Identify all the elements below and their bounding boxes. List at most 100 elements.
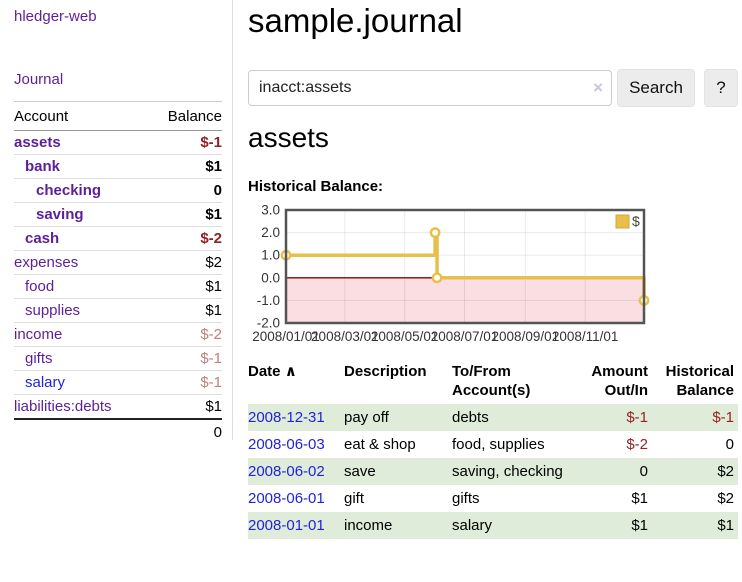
account-balance: $1 <box>147 298 222 323</box>
transaction-historical-balance: $-1 <box>712 409 734 426</box>
account-balance: $1 <box>147 202 222 227</box>
svg-text:-2.0: -2.0 <box>257 316 280 331</box>
register-table: Date ∧ Description To/From Account(s) Am… <box>248 360 738 539</box>
account-balance: $-1 <box>147 130 222 155</box>
accounts-total-row: 0 <box>14 418 222 444</box>
account-link[interactable]: cash <box>25 230 60 247</box>
register-header-historical: Historical Balance <box>665 363 734 399</box>
svg-text:1.0: 1.0 <box>261 248 280 263</box>
search-bar: × Search ? <box>248 69 742 107</box>
svg-text:2008/05/01: 2008/05/01 <box>371 329 439 344</box>
account-heading: assets <box>248 122 329 153</box>
account-row: gifts $-1 <box>14 346 222 371</box>
register-row: 2008-12-31 pay off debts $-1 $-1 <box>248 404 738 431</box>
register-header-amount: Amount Out/In <box>591 363 648 399</box>
account-link[interactable]: food <box>25 278 55 295</box>
register-row: 2008-06-02 save saving, checking 0 $2 <box>248 458 738 485</box>
account-link[interactable]: bank <box>25 158 61 175</box>
main-content: sample.journal × Search ? assets Histori… <box>248 0 742 539</box>
account-balance: 0 <box>147 178 222 203</box>
register-row: 2008-01-01 income salary $1 $1 <box>248 512 738 539</box>
transaction-description: save <box>344 463 376 480</box>
account-link[interactable]: gifts <box>25 350 53 367</box>
account-link[interactable]: checking <box>36 182 102 199</box>
sort-ascending-icon: ∧ <box>284 363 297 380</box>
transaction-amount: 0 <box>639 463 648 480</box>
account-row: bank $1 <box>14 154 222 179</box>
transaction-date-link[interactable]: 2008-06-01 <box>248 490 325 507</box>
account-balance: $-2 <box>147 322 222 347</box>
account-row: food $1 <box>14 274 222 299</box>
sidebar: hledger-web Journal Account Balance asse… <box>0 0 233 444</box>
svg-text:-1.0: -1.0 <box>257 293 280 308</box>
transaction-accounts: food, supplies <box>452 436 545 453</box>
account-balance: $1 <box>147 274 222 299</box>
transaction-description: pay off <box>344 409 389 426</box>
account-row: cash $-2 <box>14 226 222 251</box>
page-title: sample.journal <box>248 2 463 39</box>
transaction-accounts: gifts <box>452 490 480 507</box>
accounts-header-balance: Balance <box>147 101 222 131</box>
svg-text:0.0: 0.0 <box>261 270 280 285</box>
transaction-historical-balance: 0 <box>725 436 734 453</box>
account-link[interactable]: assets <box>14 134 61 151</box>
transaction-accounts: salary <box>452 517 493 534</box>
accounts-total-value: 0 <box>147 418 222 444</box>
register-row: 2008-06-01 gift gifts $1 $2 <box>248 485 738 512</box>
search-input[interactable] <box>248 70 612 106</box>
clear-search-icon[interactable]: × <box>593 78 603 97</box>
account-balance: $-1 <box>147 346 222 371</box>
account-link[interactable]: supplies <box>25 302 81 319</box>
transaction-description: eat & shop <box>344 436 416 453</box>
brand-link[interactable]: hledger-web <box>14 8 97 25</box>
register-header-row: Date ∧ Description To/From Account(s) Am… <box>248 360 738 404</box>
transaction-historical-balance: $2 <box>717 463 734 480</box>
transaction-accounts: saving, checking <box>452 463 563 480</box>
transaction-amount: $1 <box>631 517 648 534</box>
svg-text:3.0: 3.0 <box>261 203 280 218</box>
svg-text:2.0: 2.0 <box>261 225 280 240</box>
account-row: liabilities:debts $1 <box>14 394 222 420</box>
accounts-table: Account Balance assets $-1 bank $1 checking 0… <box>14 101 222 444</box>
transaction-date-link[interactable]: 2008-01-01 <box>248 517 325 534</box>
chart-title: Historical Balance: <box>248 178 384 195</box>
account-row: supplies $1 <box>14 298 222 323</box>
account-row: assets $-1 <box>14 130 222 155</box>
account-row: saving $1 <box>14 202 222 227</box>
account-link[interactable]: expenses <box>14 254 79 271</box>
account-row: salary $-1 <box>14 370 222 395</box>
account-row: checking 0 <box>14 178 222 203</box>
account-balance: $-1 <box>147 370 222 395</box>
account-link[interactable]: liabilities:debts <box>14 398 112 415</box>
register-row: 2008-06-03 eat & shop food, supplies $-2 0 <box>248 431 738 458</box>
svg-text:2008/03/01: 2008/03/01 <box>311 329 379 344</box>
account-balance: $-2 <box>147 226 222 251</box>
transaction-historical-balance: $1 <box>717 517 734 534</box>
account-link[interactable]: salary <box>25 374 66 391</box>
account-balance: $1 <box>147 154 222 179</box>
transaction-amount: $1 <box>631 490 648 507</box>
svg-text:2008/01/01: 2008/01/01 <box>252 329 320 344</box>
transaction-description: gift <box>344 490 365 507</box>
historical-balance-chart: 3.0 2.0 1.0 0.0 -1.0 -2.0 2008/01/01 2008/03/01… <box>240 202 742 347</box>
transaction-historical-balance: $2 <box>717 490 734 507</box>
transaction-amount: $-1 <box>626 409 648 426</box>
svg-text:2008/07/01: 2008/07/01 <box>431 329 499 344</box>
account-link[interactable]: income <box>14 326 63 343</box>
chart-canvas: 3.0 2.0 1.0 0.0 -1.0 -2.02008/01/012008/03/01… <box>252 203 650 344</box>
account-balance: $2 <box>147 250 222 275</box>
sidebar-item-journal[interactable]: Journal <box>14 71 64 88</box>
transaction-date-link[interactable]: 2008-06-03 <box>248 436 325 453</box>
accounts-header-account: Account <box>14 101 148 131</box>
transaction-accounts: debts <box>452 409 489 426</box>
account-link[interactable]: saving <box>36 206 84 223</box>
transaction-date-link[interactable]: 2008-12-31 <box>248 409 325 426</box>
register-header-description: Description <box>344 363 427 380</box>
account-row: income $-2 <box>14 322 222 347</box>
transaction-date-link[interactable]: 2008-06-02 <box>248 463 325 480</box>
transaction-description: income <box>344 517 393 534</box>
help-button[interactable]: ? <box>704 69 738 107</box>
transaction-amount: $-2 <box>626 436 648 453</box>
search-button[interactable]: Search <box>617 69 695 107</box>
register-header-date[interactable]: Date ∧ <box>248 360 344 404</box>
